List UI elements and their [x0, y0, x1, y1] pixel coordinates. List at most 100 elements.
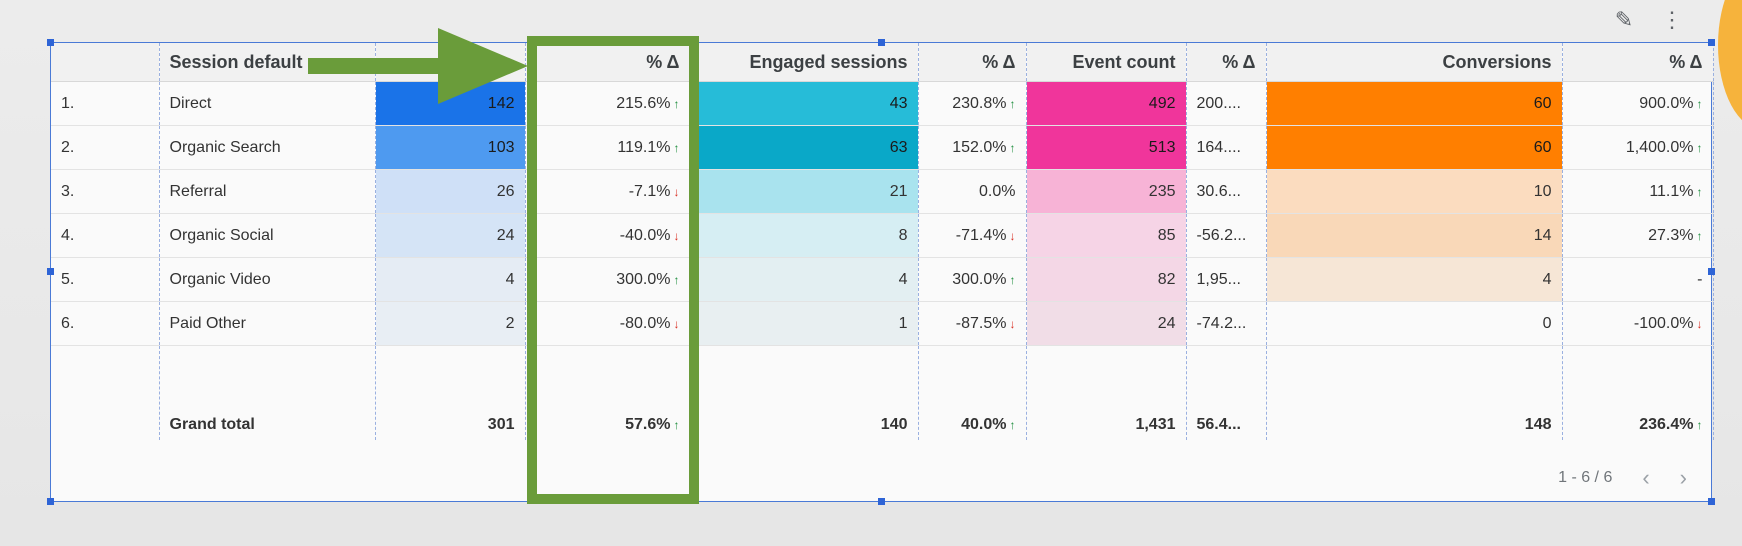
events-delta-cell: 30.6...: [1186, 169, 1267, 214]
arrow-down-icon: ↓: [1009, 316, 1016, 331]
engaged-delta-cell: 152.0% ↑: [918, 125, 1027, 170]
engaged-delta-cell: 0.0%: [918, 169, 1027, 214]
header-conv-delta[interactable]: % Δ: [1562, 43, 1714, 82]
row-index: 4.: [51, 213, 160, 258]
arrow-up-icon: ↑: [673, 418, 680, 432]
channel-cell: Organic Social: [159, 213, 376, 258]
arrow-down-icon: ↓: [673, 316, 680, 331]
sessions-delta-cell: -40.0% ↓: [525, 213, 691, 258]
sessions-delta-cell: 119.1% ↑: [525, 125, 691, 170]
conv-delta-cell: -: [1562, 257, 1714, 302]
total-index: [51, 345, 160, 440]
pagination-range: 1 - 6 / 6: [1558, 469, 1613, 486]
header-sessions-delta[interactable]: % Δ: [525, 43, 691, 82]
channel-cell: Paid Other: [159, 301, 376, 346]
header-index: [51, 43, 160, 82]
arrow-up-icon: ↑: [1696, 228, 1703, 243]
resize-handle[interactable]: [1708, 268, 1715, 275]
engaged-sessions-cell: 8: [690, 213, 919, 258]
data-table-widget[interactable]: Session default c Se ▼ % Δ Engaged sessi…: [50, 42, 1714, 502]
table-row[interactable]: 3. Referral 26 -7.1% ↓ 21 0.0% 235 30.6..…: [51, 169, 1714, 214]
engaged-delta-cell: -87.5% ↓: [918, 301, 1027, 346]
resize-handle[interactable]: [47, 268, 54, 275]
arrow-down-icon: ↓: [1009, 228, 1016, 243]
row-index: 2.: [51, 125, 160, 170]
arrow-down-icon: ↓: [1696, 316, 1703, 331]
total-conv-delta: 236.4% ↑: [1562, 345, 1714, 440]
sessions-delta-cell: -80.0% ↓: [525, 301, 691, 346]
engaged-sessions-cell: 63: [690, 125, 919, 170]
total-engaged-delta: 40.0% ↑: [918, 345, 1027, 440]
resize-handle[interactable]: [1708, 498, 1715, 505]
header-engaged-sessions[interactable]: Engaged sessions: [690, 43, 919, 82]
table-row[interactable]: 2. Organic Search 103 119.1% ↑ 63 152.0% ↑…: [51, 125, 1714, 170]
event-count-cell: 492: [1026, 81, 1187, 126]
arrow-up-icon: ↑: [1696, 140, 1703, 155]
event-count-cell: 24: [1026, 301, 1187, 346]
events-delta-cell: 1,95...: [1186, 257, 1267, 302]
event-count-cell: 513: [1026, 125, 1187, 170]
pencil-icon[interactable]: ✎: [1614, 7, 1634, 32]
engaged-sessions-cell: 1: [690, 301, 919, 346]
event-count-cell: 82: [1026, 257, 1187, 302]
conv-delta-cell: 27.3% ↑: [1562, 213, 1714, 258]
arrow-up-icon: ↑: [1009, 96, 1016, 111]
sort-desc-icon[interactable]: ▼: [502, 56, 515, 71]
conversions-cell: 14: [1266, 213, 1563, 258]
events-delta-cell: -56.2...: [1186, 213, 1267, 258]
events-delta-cell: -74.2...: [1186, 301, 1267, 346]
resize-handle[interactable]: [878, 39, 885, 46]
conv-delta-cell: 900.0% ↑: [1562, 81, 1714, 126]
engaged-delta-cell: -71.4% ↓: [918, 213, 1027, 258]
resize-handle[interactable]: [878, 498, 885, 505]
resize-handle[interactable]: [47, 498, 54, 505]
row-index: 6.: [51, 301, 160, 346]
data-table: Session default c Se ▼ % Δ Engaged sessi…: [51, 43, 1714, 440]
arrow-up-icon: ↑: [1009, 140, 1016, 155]
grand-total-row: Grand total 301 57.6% ↑ 140 40.0% ↑ 1,431 …: [51, 345, 1714, 440]
sessions-delta-cell: -7.1% ↓: [525, 169, 691, 214]
channel-cell: Direct: [159, 81, 376, 126]
chevron-left-icon[interactable]: ‹: [1642, 465, 1650, 490]
header-channel[interactable]: Session default c: [159, 43, 376, 82]
header-event-count[interactable]: Event count: [1026, 43, 1187, 82]
sessions-cell: 2: [375, 301, 526, 346]
engaged-delta-cell: 300.0% ↑: [918, 257, 1027, 302]
arrow-down-icon: ↓: [673, 228, 680, 243]
chevron-right-icon[interactable]: ›: [1679, 465, 1687, 490]
conv-delta-cell: 1,400.0% ↑: [1562, 125, 1714, 170]
row-index: 1.: [51, 81, 160, 126]
event-count-cell: 235: [1026, 169, 1187, 214]
row-index: 3.: [51, 169, 160, 214]
conv-delta-cell: -100.0% ↓: [1562, 301, 1714, 346]
sessions-cell: 26: [375, 169, 526, 214]
row-index: 5.: [51, 257, 160, 302]
channel-cell: Organic Search: [159, 125, 376, 170]
table-row[interactable]: 5. Organic Video 4 300.0% ↑ 4 300.0% ↑ 82 …: [51, 257, 1714, 302]
resize-handle[interactable]: [47, 39, 54, 46]
arrow-down-icon: ↓: [673, 184, 680, 199]
table-row[interactable]: 4. Organic Social 24 -40.0% ↓ 8 -71.4% ↓ 8…: [51, 213, 1714, 258]
decorative-orange-shape: [1718, 0, 1742, 130]
conversions-cell: 60: [1266, 81, 1563, 126]
sessions-delta-cell: 215.6% ↑: [525, 81, 691, 126]
more-vert-icon[interactable]: ⋮: [1661, 7, 1683, 32]
total-conversions: 148: [1266, 345, 1563, 440]
arrow-up-icon: ↑: [1696, 184, 1703, 199]
total-engaged: 140: [690, 345, 919, 440]
conv-delta-cell: 11.1% ↑: [1562, 169, 1714, 214]
arrow-up-icon: ↑: [1009, 272, 1016, 287]
sessions-cell: 24: [375, 213, 526, 258]
header-conversions[interactable]: Conversions: [1266, 43, 1563, 82]
header-engaged-delta[interactable]: % Δ: [918, 43, 1027, 82]
header-sessions[interactable]: Se ▼: [375, 43, 526, 82]
header-events-delta[interactable]: % Δ: [1186, 43, 1267, 82]
conversions-cell: 10: [1266, 169, 1563, 214]
sessions-cell: 4: [375, 257, 526, 302]
sessions-delta-cell: 300.0% ↑: [525, 257, 691, 302]
engaged-sessions-cell: 21: [690, 169, 919, 214]
resize-handle[interactable]: [1708, 39, 1715, 46]
arrow-up-icon: ↑: [1696, 96, 1703, 111]
table-row[interactable]: 1. Direct 142 215.6% ↑ 43 230.8% ↑ 492 200…: [51, 81, 1714, 126]
table-row[interactable]: 6. Paid Other 2 -80.0% ↓ 1 -87.5% ↓ 24 -74…: [51, 301, 1714, 346]
